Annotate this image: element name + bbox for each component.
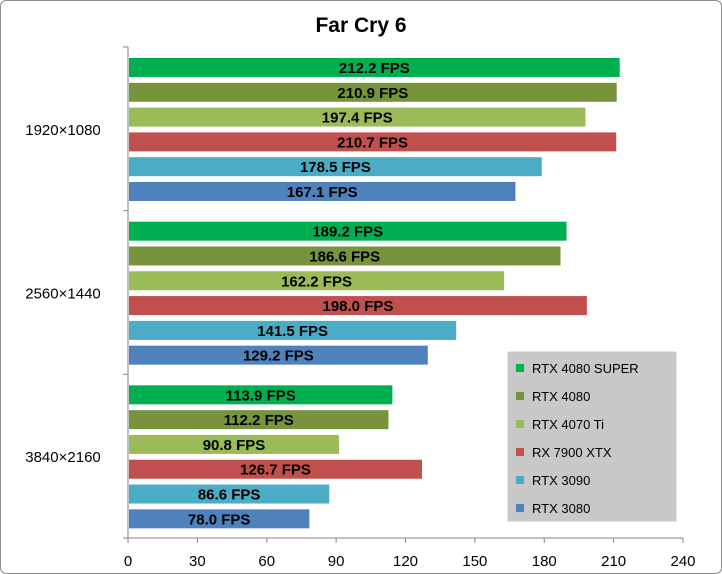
x-tick-label: 30 bbox=[189, 553, 206, 570]
x-tick-label: 0 bbox=[124, 553, 132, 570]
data-label: 86.6 FPS bbox=[198, 487, 261, 504]
data-label: 210.7 FPS bbox=[337, 134, 408, 151]
data-label: 113.9 FPS bbox=[226, 387, 296, 404]
bar-rtx-4080-super-3 bbox=[129, 385, 393, 405]
legend-swatch-rtx-3090 bbox=[516, 476, 524, 484]
bar-rtx-4080-super-2 bbox=[129, 221, 567, 241]
bar-rtx-3090-1 bbox=[129, 157, 542, 177]
data-label: 141.5 FPS bbox=[257, 323, 328, 340]
legend-box bbox=[507, 351, 677, 522]
bar-rx-7900-xtx-3 bbox=[129, 459, 422, 479]
category-label: 3840×2160 bbox=[25, 449, 101, 466]
x-tick-label: 90 bbox=[328, 553, 345, 570]
x-tick-label: 240 bbox=[670, 553, 695, 570]
legend-swatch-rtx-4080 bbox=[516, 392, 524, 400]
x-tick-label: 210 bbox=[601, 553, 626, 570]
data-label: 210.9 FPS bbox=[337, 85, 408, 102]
data-label: 126.7 FPS bbox=[240, 462, 311, 479]
data-label: 162.2 FPS bbox=[281, 273, 352, 290]
x-tick-label: 150 bbox=[462, 553, 487, 570]
legend-label: RTX 4080 bbox=[532, 389, 590, 404]
category-label: 1920×1080 bbox=[25, 122, 101, 139]
x-tick-label: 120 bbox=[393, 553, 418, 570]
data-label: 167.1 FPS bbox=[287, 184, 358, 201]
bar-rtx-3080-2 bbox=[129, 345, 428, 365]
x-tick-label: 180 bbox=[532, 553, 557, 570]
legend-label: RTX 3090 bbox=[532, 473, 590, 488]
bar-rtx-3090-2 bbox=[129, 320, 457, 340]
legend-swatch-rtx-4080-super bbox=[516, 364, 524, 372]
data-label: 186.6 FPS bbox=[309, 248, 380, 265]
legend-swatch-rtx-4070-ti bbox=[516, 420, 524, 428]
data-label: 178.5 FPS bbox=[300, 159, 371, 176]
data-label: 212.2 FPS bbox=[339, 60, 410, 77]
bar-rtx-4070-ti-2 bbox=[129, 271, 505, 291]
data-label: 90.8 FPS bbox=[203, 437, 266, 454]
data-label: 129.2 FPS bbox=[243, 348, 314, 365]
bar-rtx-4070-ti-1 bbox=[129, 107, 586, 127]
bar-rtx-4080-3 bbox=[129, 410, 389, 430]
bar-rtx-3080-3 bbox=[129, 509, 310, 529]
legend-swatch-rtx-3080 bbox=[516, 504, 524, 512]
bar-rtx-4080-super-1 bbox=[129, 58, 620, 77]
data-label: 112.2 FPS bbox=[224, 412, 294, 429]
x-tick-label: 60 bbox=[258, 553, 275, 570]
legend-swatch-rx-7900-xtx bbox=[516, 448, 524, 456]
legend-label: RTX 4070 Ti bbox=[532, 417, 604, 432]
bar-rx-7900-xtx-1 bbox=[129, 132, 617, 152]
bar-rtx-4080-1 bbox=[129, 82, 617, 102]
bar-rtx-3090-3 bbox=[129, 484, 330, 504]
data-label: 189.2 FPS bbox=[312, 224, 383, 241]
data-label: 197.4 FPS bbox=[322, 110, 393, 127]
chart-title: Far Cry 6 bbox=[315, 14, 407, 37]
data-label: 198.0 FPS bbox=[322, 298, 393, 315]
data-label: 78.0 FPS bbox=[188, 511, 251, 528]
legend-label: RX 7900 XTX bbox=[532, 445, 612, 460]
bar-rtx-4080-2 bbox=[129, 246, 561, 266]
legend-label: RTX 3080 bbox=[532, 501, 590, 516]
bar-rtx-4070-ti-3 bbox=[129, 434, 339, 454]
bar-rx-7900-xtx-2 bbox=[129, 296, 587, 316]
legend-label: RTX 4080 SUPER bbox=[532, 361, 639, 376]
category-label: 2560×1440 bbox=[25, 286, 101, 303]
bar-rtx-3080-1 bbox=[129, 182, 516, 201]
